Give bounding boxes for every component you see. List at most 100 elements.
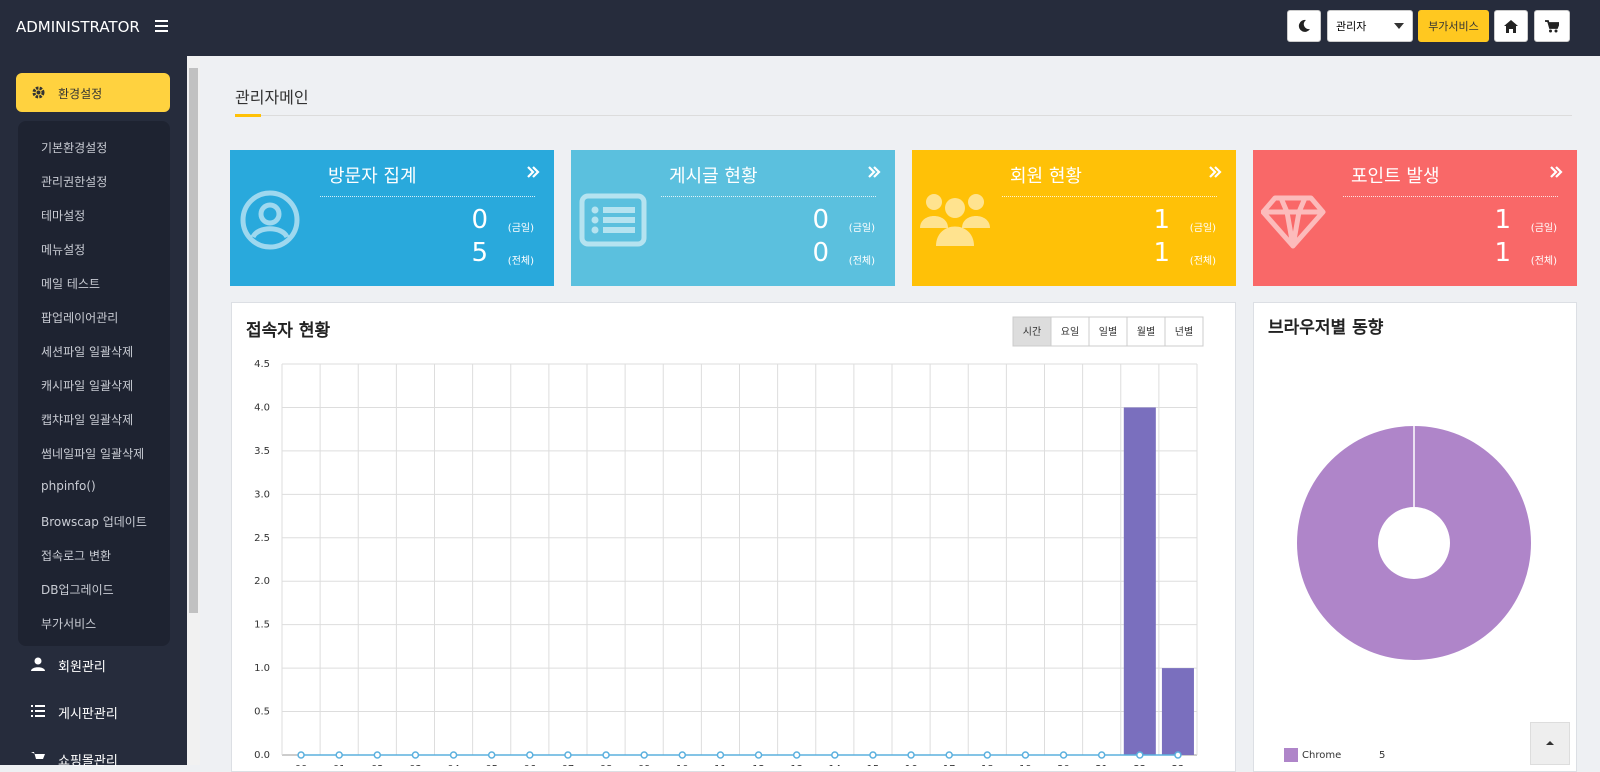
y-tick-label: 1.0 <box>254 663 270 674</box>
card-total-label: (전체) <box>1189 256 1216 267</box>
point <box>1174 751 1182 759</box>
scroll-thumb[interactable] <box>189 68 198 613</box>
period-button[interactable] <box>1012 316 1052 347</box>
y-tick-label: 4.0 <box>254 402 270 413</box>
card-total: 1 <box>1494 238 1511 268</box>
x-tick-label: 11 <box>714 764 727 766</box>
point <box>449 751 458 759</box>
y-tick-label: 2.0 <box>254 576 270 587</box>
submenu-item[interactable]: 팝업레이어관리 <box>41 311 119 325</box>
menu-item[interactable]: 회원관리 <box>58 660 106 675</box>
card-icon <box>579 193 647 247</box>
submenu-item[interactable]: 썸네일파일 일괄삭제 <box>41 447 145 461</box>
menu-toggle[interactable] <box>155 19 169 33</box>
period-button[interactable] <box>1050 316 1090 347</box>
menu-item[interactable]: 게시판관리 <box>58 707 118 722</box>
point <box>564 751 572 759</box>
top-bar: ADMINISTRATOR 관리자 부가서비스 <box>0 0 1600 56</box>
submenu-item[interactable]: 기본환경설정 <box>41 141 108 155</box>
point <box>602 751 610 759</box>
scrollbar <box>187 56 200 765</box>
x-tick-label: 19 <box>1019 764 1032 766</box>
x-tick-label: 03 <box>409 764 422 766</box>
brand[interactable]: ADMINISTRATOR <box>16 18 140 36</box>
card-today-label: (금일) <box>507 223 534 234</box>
submenu-item[interactable]: 관리권한설정 <box>41 175 108 189</box>
point <box>411 751 420 759</box>
card-more[interactable] <box>526 165 540 179</box>
submenu-item[interactable]: 테마설정 <box>41 209 86 223</box>
card-more[interactable] <box>1208 165 1222 179</box>
menu-item[interactable]: 쇼핑몰관리 <box>58 754 118 769</box>
legend-value: 5 <box>1379 750 1385 761</box>
y-tick-label: 2.5 <box>254 533 270 544</box>
submenu-item[interactable]: 메뉴설정 <box>41 243 86 257</box>
bar <box>1123 407 1156 755</box>
point <box>526 751 534 759</box>
x-tick-label: 17 <box>943 764 956 766</box>
user-select-text: 관리자 <box>1336 20 1367 33</box>
addon-button[interactable]: 부가서비스 <box>1418 10 1489 42</box>
submenu-item[interactable]: 캐시파일 일괄삭제 <box>41 379 134 393</box>
point <box>831 751 839 759</box>
submenu-item[interactable]: 메일 테스트 <box>41 277 101 291</box>
point <box>754 751 763 759</box>
x-tick-label: 02 <box>371 764 384 766</box>
submenu-item[interactable]: Browscap 업데이트 <box>41 515 147 529</box>
home-button[interactable] <box>1494 10 1528 42</box>
card-more[interactable] <box>1549 165 1563 179</box>
y-tick-label: 3.5 <box>254 446 270 457</box>
card-title-text: 게시글 현황 <box>669 166 758 187</box>
x-tick-label: 13 <box>790 764 803 766</box>
submenu-item[interactable]: DB업그레이드 <box>41 583 114 597</box>
x-tick-label: 22 <box>1133 764 1146 766</box>
point <box>335 751 343 759</box>
card-total-label: (전체) <box>1530 256 1557 267</box>
x-tick-label: 04 <box>447 764 460 766</box>
bar <box>1161 668 1194 755</box>
chart-title: 브라우저별 동향 <box>1268 317 1384 338</box>
bar-chart: 접속자 현황 시간 요일 일별 월별 년별 0.0 0.5 1.0 1.5 2.0 2.5 3.0 3.5… <box>246 316 1204 772</box>
point <box>373 751 382 759</box>
menu-icon <box>31 657 45 671</box>
period-button-label: 년별 <box>1175 326 1193 338</box>
card-total-label: (전체) <box>507 256 534 267</box>
point <box>678 751 687 759</box>
point <box>1021 751 1030 759</box>
period-button[interactable] <box>1088 316 1128 347</box>
scroll-top-button[interactable] <box>1530 722 1570 765</box>
card-today: 0 <box>471 205 488 235</box>
card-today: 1 <box>1153 205 1170 235</box>
submenu-item[interactable]: 캡챠파일 일괄삭제 <box>41 413 134 427</box>
period-button-label: 월별 <box>1137 326 1155 338</box>
card-today-label: (금일) <box>1189 223 1216 234</box>
submenu-item[interactable]: phpinfo() <box>41 479 96 493</box>
x-tick-label: 15 <box>867 764 880 766</box>
stat-card[interactable]: 회원 현황 1 (금일) 1 (전체) <box>912 150 1236 286</box>
active-menu[interactable]: 환경설정 <box>16 73 170 112</box>
x-tick-label: 18 <box>981 764 994 766</box>
point <box>1136 751 1144 759</box>
stat-card[interactable]: 방문자 집계 0 (금일) 5 (전체) <box>230 150 554 286</box>
cart-button[interactable] <box>1534 10 1570 42</box>
card-more[interactable] <box>867 165 881 179</box>
period-button[interactable] <box>1126 316 1166 347</box>
y-tick-label: 0.0 <box>254 750 270 761</box>
active-menu-label: 환경설정 <box>58 87 103 101</box>
user-select[interactable]: 관리자 <box>1327 10 1413 42</box>
card-total-label: (전체) <box>848 256 875 267</box>
stat-card[interactable]: 게시글 현황 0 (금일) 0 (전체) <box>571 150 895 286</box>
submenu-item[interactable]: 세션파일 일괄삭제 <box>41 345 134 359</box>
card-title: 포인트 발생 <box>1343 162 1558 197</box>
period-button[interactable] <box>1164 316 1204 347</box>
x-tick-label: 09 <box>638 764 651 766</box>
y-tick-label: 1.5 <box>254 620 270 631</box>
stat-card[interactable]: 포인트 발생 1 (금일) 1 (전체) <box>1253 150 1577 286</box>
dark-mode-button[interactable] <box>1287 10 1321 42</box>
title-accent <box>235 114 261 117</box>
point <box>907 751 915 759</box>
submenu-item[interactable]: 접속로그 변환 <box>41 549 112 563</box>
submenu-item[interactable]: 부가서비스 <box>41 617 97 631</box>
